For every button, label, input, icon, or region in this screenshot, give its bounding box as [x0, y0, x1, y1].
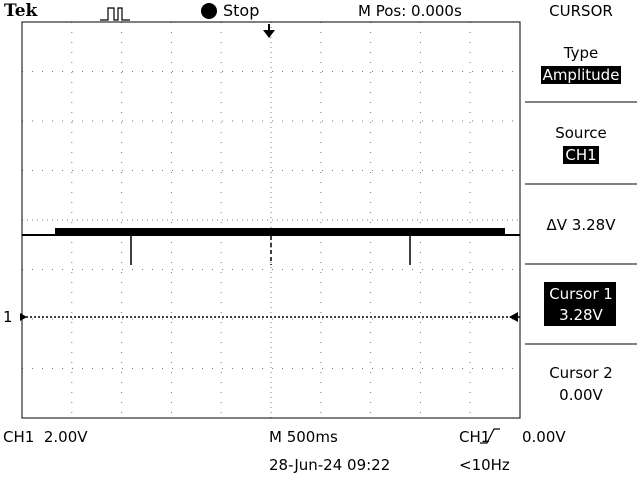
trigger-position: [263, 30, 275, 38]
grid: [22, 22, 520, 418]
position: M Pos: 0.000s: [358, 2, 462, 20]
screen-border: [21, 21, 521, 419]
menu-label[interactable]: Type: [563, 44, 599, 62]
menu-value[interactable]: 3.28V: [559, 306, 603, 324]
menu-label[interactable]: ΔV 3.28V: [546, 216, 616, 234]
brand: Tek: [4, 1, 38, 21]
acquisition-icon: [100, 7, 130, 21]
menu-label[interactable]: Cursor 2: [549, 364, 613, 382]
menu-value[interactable]: CH1: [563, 146, 599, 164]
level-marker: [509, 312, 518, 322]
menu-value[interactable]: Amplitude: [540, 66, 622, 84]
menu-label[interactable]: Source: [555, 124, 607, 142]
channel-marker: 1: [3, 308, 13, 326]
channel-scale: CH1 2.00V: [3, 428, 88, 446]
frequency: <10Hz: [459, 456, 510, 474]
menu-separators: [525, 101, 637, 345]
trigger-source: CH1: [459, 428, 491, 446]
menu-highlight: [544, 282, 616, 326]
menu-value[interactable]: 0.00V: [559, 386, 603, 404]
waveform-noise: [55, 228, 505, 234]
trigger-slope-icon: [480, 428, 500, 444]
status: Stop: [223, 1, 260, 20]
menu-title: CURSOR: [549, 2, 613, 20]
menu-label[interactable]: Cursor 1: [549, 285, 613, 303]
date-time: 28-Jun-24 09:22: [269, 456, 391, 474]
trigger-level: 0.00V: [522, 428, 566, 446]
timebase: M 500ms: [269, 428, 338, 446]
stop-indicator: [201, 3, 217, 19]
ground-marker: [20, 313, 27, 321]
